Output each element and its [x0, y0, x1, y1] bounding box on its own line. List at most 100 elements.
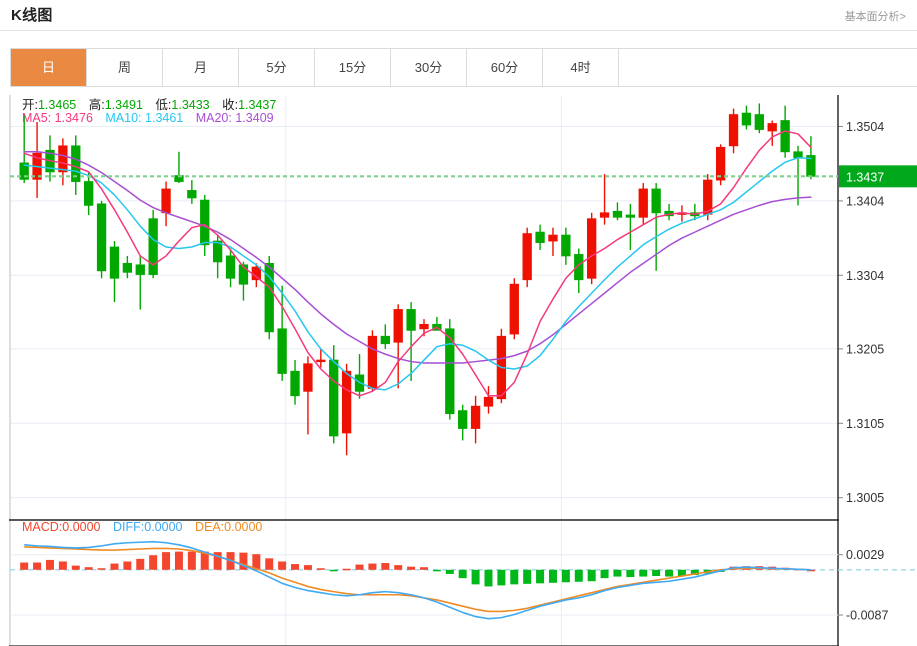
candle-body-39: [522, 233, 532, 281]
candle-body-49: [651, 188, 661, 214]
candle-body-17: [238, 264, 249, 285]
candle-body-6: [96, 203, 107, 272]
macd-bar-39: [523, 569, 532, 584]
macd-bar-52: [690, 569, 699, 575]
ma5-line: [23, 130, 812, 397]
tab-6[interactable]: 60分: [467, 49, 543, 86]
macd-bar-7: [110, 563, 119, 570]
candle-body-3: [58, 145, 68, 173]
candle-body-20: [277, 328, 287, 374]
macd-bar-51: [677, 569, 686, 577]
macd-bar-14: [200, 551, 209, 570]
macd-bar-31: [420, 567, 428, 570]
candle-body-46: [612, 210, 623, 218]
candle-body-35: [470, 405, 481, 429]
timeframe-tabbar: 日周月 5分 15分 30分 60分 4时: [10, 48, 917, 87]
price-tick-label-5: 1.3005: [846, 491, 884, 505]
macd-bar-47: [626, 569, 635, 578]
candle-body-9: [135, 264, 145, 275]
price-tick-label-2: 1.3304: [846, 269, 884, 283]
macd-bar-43: [574, 569, 583, 582]
candle-body-55: [728, 114, 739, 147]
kline-chart-svg[interactable]: 1.3504 1.3404 1.3304 1.3205 1.3105 1.3005 1.34…: [0, 86, 917, 646]
candle-body-11: [161, 188, 171, 214]
candle-body-23: [316, 359, 326, 363]
macd-bar-42: [561, 569, 570, 583]
macd-bar-50: [665, 569, 674, 577]
candle-body-5: [84, 181, 94, 206]
macd-bar-27: [368, 563, 377, 570]
diff-line: [24, 540, 811, 620]
candle-body-19: [264, 262, 274, 333]
candle-body-47: [625, 214, 636, 218]
candle-body-30: [406, 309, 416, 331]
candle-body-36: [483, 396, 494, 407]
candle-body-43: [574, 254, 584, 281]
candle-body-38: [509, 283, 519, 335]
macd-bar-35: [471, 569, 480, 585]
macd-bar-20: [278, 561, 287, 570]
macd-bar-38: [510, 569, 519, 585]
candle-body-21: [290, 370, 300, 397]
tabbar-filler: [619, 49, 917, 86]
macd-bar-25: [342, 568, 351, 571]
macd-bar-5: [84, 567, 93, 570]
macd-bar-13: [187, 551, 196, 570]
candle-body-10: [148, 218, 158, 275]
price-tick-label-4: 1.3105: [846, 417, 884, 431]
macd-panel-bg: [10, 522, 838, 646]
candle-body-27: [367, 335, 378, 389]
candle-body-0: [19, 162, 29, 180]
tab-4[interactable]: 15分: [315, 49, 391, 86]
tab-5[interactable]: 30分: [391, 49, 467, 86]
candle-body-24: [329, 359, 339, 437]
candle-body-54: [715, 146, 726, 181]
chart-area: 1.3504 1.3404 1.3304 1.3205 1.3105 1.3005 1.34…: [0, 86, 917, 646]
candle-body-31: [419, 323, 429, 330]
candle-body-16: [225, 255, 236, 279]
candle-body-59: [780, 120, 790, 153]
tab-1[interactable]: 周: [87, 49, 163, 86]
price-tick-label-3: 1.3205: [846, 342, 884, 356]
page-header: K线图 基本面分析>: [0, 0, 917, 31]
macd-bar-26: [355, 564, 364, 570]
macd-bar-12: [174, 551, 183, 570]
tab-2[interactable]: 月: [163, 49, 239, 86]
price-tick-label-0: 1.3504: [846, 120, 884, 134]
ma20-line: [23, 151, 812, 364]
candle-body-28: [380, 335, 390, 345]
macd-bar-36: [484, 569, 493, 587]
macd-bar-24: [329, 569, 338, 572]
macd-bar-33: [445, 569, 454, 574]
candle-body-40: [535, 231, 545, 243]
candle-body-33: [445, 328, 455, 415]
macd-bar-61: [806, 569, 815, 572]
macd-bar-32: [432, 569, 441, 572]
candle-body-4: [71, 145, 81, 182]
macd-bar-0: [20, 562, 29, 570]
candle-body-25: [341, 370, 352, 434]
candle-body-41: [548, 234, 558, 242]
macd-bar-17: [239, 552, 248, 570]
macd-bar-45: [600, 569, 609, 579]
ma10-line: [23, 156, 812, 391]
macd-bar-18: [252, 554, 261, 570]
macd-bar-19: [265, 558, 274, 570]
tab-0[interactable]: 日: [11, 49, 87, 86]
tab-7[interactable]: 4时: [543, 49, 619, 86]
candle-body-42: [561, 234, 571, 257]
candle-body-45: [599, 212, 610, 218]
candle-body-13: [187, 190, 197, 199]
fundamental-analysis-link[interactable]: 基本面分析>: [844, 11, 906, 23]
tab-3[interactable]: 5分: [239, 49, 315, 86]
macd-bar-22: [303, 565, 312, 570]
candle-body-15: [212, 240, 223, 263]
macd-bar-9: [136, 558, 145, 570]
macd-bar-15: [213, 552, 222, 570]
candle-body-8: [122, 262, 133, 273]
macd-bar-4: [71, 565, 80, 570]
macd-bar-44: [587, 569, 596, 582]
macd-bar-37: [497, 569, 506, 586]
macd-bar-49: [652, 569, 661, 577]
candle-body-60: [793, 151, 803, 159]
